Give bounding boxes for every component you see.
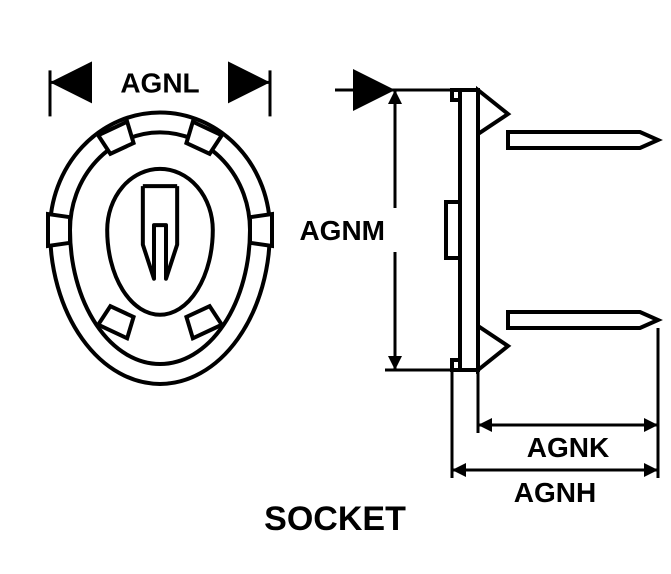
label-agnk: AGNK (527, 432, 609, 463)
figure-title: SOCKET (264, 500, 406, 538)
label-agnh: AGNH (514, 477, 596, 508)
label-agnm: AGNM (299, 215, 385, 246)
label-agnl: AGNL (120, 67, 199, 98)
